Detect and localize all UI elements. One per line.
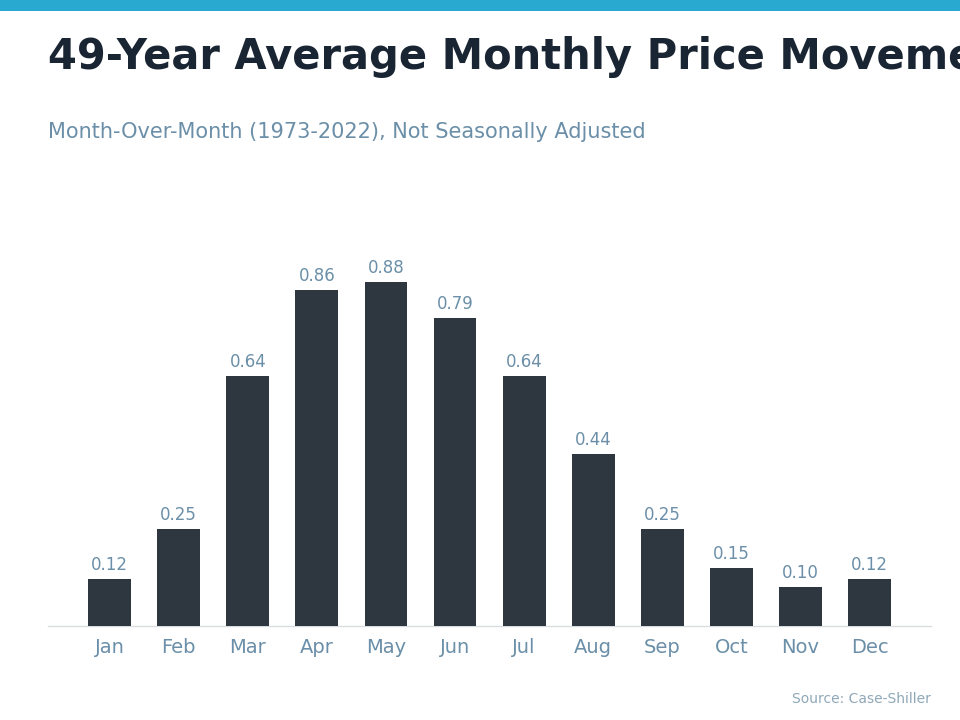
Text: 0.10: 0.10	[782, 564, 819, 582]
Text: 0.44: 0.44	[575, 431, 612, 449]
Bar	[434, 318, 476, 626]
Text: 0.79: 0.79	[437, 294, 473, 312]
Bar	[641, 528, 684, 626]
Text: 0.12: 0.12	[852, 557, 888, 575]
Bar	[572, 454, 614, 626]
Bar	[503, 377, 545, 626]
Bar	[296, 290, 338, 626]
Text: Source: Case-Shiller: Source: Case-Shiller	[792, 692, 931, 706]
Bar	[88, 580, 131, 626]
Bar	[849, 580, 891, 626]
Text: 0.64: 0.64	[506, 354, 542, 372]
Bar	[780, 588, 822, 626]
Text: 0.64: 0.64	[229, 354, 266, 372]
Text: 0.15: 0.15	[713, 545, 750, 563]
Text: 0.88: 0.88	[368, 259, 404, 277]
Text: 49-Year Average Monthly Price Movement: 49-Year Average Monthly Price Movement	[48, 36, 960, 78]
Text: Month-Over-Month (1973-2022), Not Seasonally Adjusted: Month-Over-Month (1973-2022), Not Season…	[48, 122, 646, 143]
Bar	[157, 528, 200, 626]
Text: 0.86: 0.86	[299, 267, 335, 285]
Text: 0.25: 0.25	[644, 505, 681, 523]
Bar	[227, 377, 269, 626]
Bar	[710, 568, 753, 626]
Bar	[365, 282, 407, 626]
Text: 0.12: 0.12	[91, 557, 128, 575]
Text: 0.25: 0.25	[160, 505, 197, 523]
